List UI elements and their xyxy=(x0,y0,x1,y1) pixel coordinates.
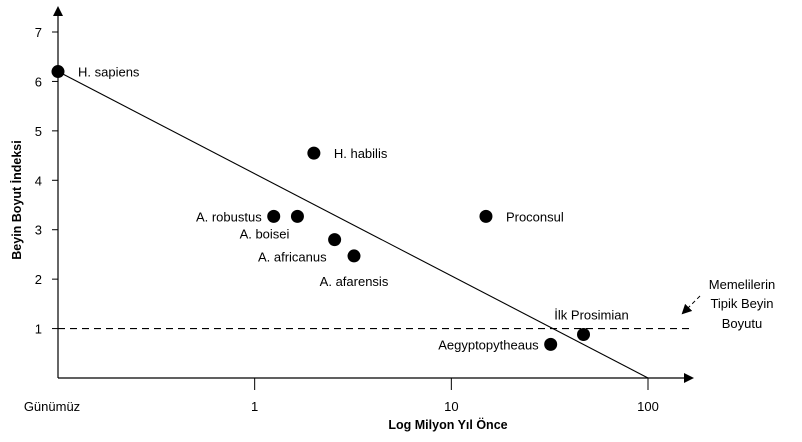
x-tick-label: 10 xyxy=(444,399,458,414)
annotation-line-3: Boyutu xyxy=(722,316,762,331)
y-tick-label: 7 xyxy=(35,25,42,40)
data-point-label: Aegyptopytheaus xyxy=(438,337,539,352)
y-tick-label: 3 xyxy=(35,223,42,238)
data-point xyxy=(51,65,65,79)
data-point xyxy=(544,337,558,351)
data-point-label: Proconsul xyxy=(506,209,564,224)
data-point-label: H. habilis xyxy=(334,146,388,161)
data-point-label: A. boisei xyxy=(240,226,290,241)
y-tick-label: 5 xyxy=(35,124,42,139)
data-point xyxy=(307,146,321,160)
data-point-label: A. robustus xyxy=(196,209,262,224)
data-point xyxy=(577,328,591,342)
y-tick-label: 2 xyxy=(35,272,42,287)
trend-line xyxy=(57,71,649,379)
data-point xyxy=(479,209,493,223)
y-tick-label: 6 xyxy=(35,74,42,89)
data-points: H. sapiens H. habilis A. robustus A. boisei… xyxy=(51,65,629,352)
data-point xyxy=(290,209,304,223)
y-tick-label: 4 xyxy=(35,173,42,188)
data-point-label: A. africanus xyxy=(258,250,327,265)
data-point xyxy=(267,209,281,223)
x-tick-label: Günümüz xyxy=(24,399,80,414)
x-tick-label: 100 xyxy=(637,399,659,414)
data-point-label: İlk Prosimian xyxy=(554,308,628,323)
y-axis-title: Beyin Boyut İndeksi xyxy=(9,140,24,259)
annotation-line-2: Tipik Beyin xyxy=(710,296,773,311)
annotation-arrow xyxy=(681,295,701,315)
y-tick-label: 1 xyxy=(35,322,42,337)
reference-annotation: Memelilerin Tipik Beyin Boyutu xyxy=(681,277,775,331)
x-axis-title: Log Milyon Yıl Önce xyxy=(388,417,507,432)
data-point-label: H. sapiens xyxy=(78,65,140,80)
data-point-label: A. afarensis xyxy=(320,274,389,289)
ticks: 1 2 3 4 5 6 7 Günümüz 1 10 100 xyxy=(24,25,659,414)
x-tick-label: 1 xyxy=(251,399,258,414)
annotation-line-1: Memelilerin xyxy=(709,277,775,292)
data-point xyxy=(328,233,342,247)
data-point xyxy=(347,249,361,263)
